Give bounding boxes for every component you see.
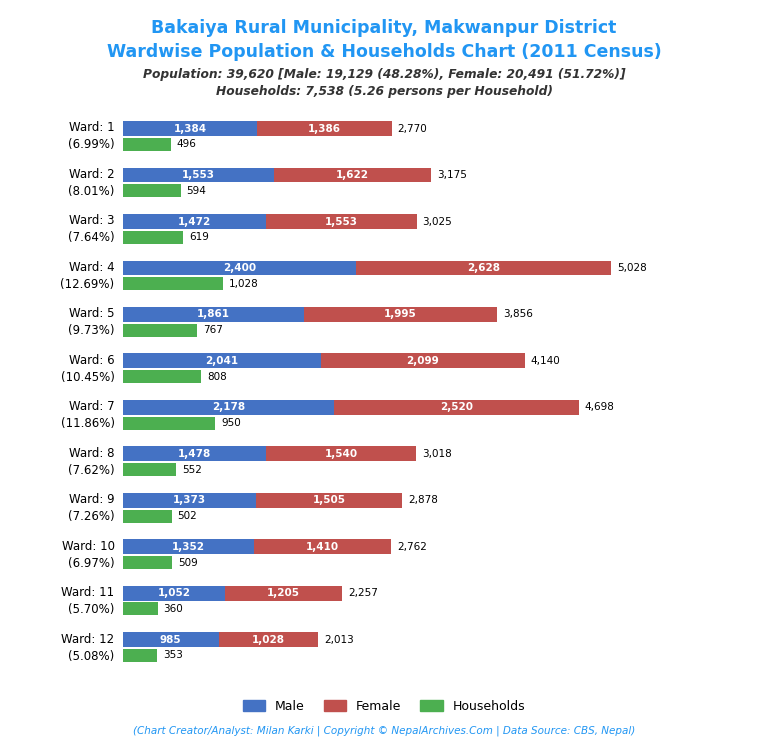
Text: Households: 7,538 (5.26 persons per Household): Households: 7,538 (5.26 persons per Hous… — [216, 85, 552, 98]
Bar — [219, 633, 318, 647]
Text: 1,028: 1,028 — [229, 279, 258, 288]
Text: Wardwise Population & Households Chart (2011 Census): Wardwise Population & Households Chart (… — [107, 43, 661, 61]
Bar — [123, 214, 266, 229]
Bar — [123, 556, 172, 569]
Bar — [123, 493, 257, 508]
Bar — [123, 633, 219, 647]
Bar — [123, 649, 157, 662]
Text: 1,384: 1,384 — [174, 123, 207, 133]
Text: 1,622: 1,622 — [336, 170, 369, 180]
Text: 950: 950 — [221, 418, 240, 428]
Bar — [123, 370, 201, 383]
Text: 552: 552 — [182, 465, 202, 474]
Bar — [123, 510, 171, 523]
Bar — [266, 214, 416, 229]
Text: 1,553: 1,553 — [325, 217, 358, 227]
Text: 2,770: 2,770 — [398, 123, 427, 133]
Text: 2,257: 2,257 — [348, 588, 378, 598]
Bar — [257, 121, 392, 136]
Text: 2,762: 2,762 — [397, 541, 427, 552]
Bar — [334, 400, 579, 415]
Legend: Male, Female, Households: Male, Female, Households — [237, 695, 531, 718]
Bar — [123, 261, 356, 276]
Text: Bakaiya Rural Municipality, Makwanpur District: Bakaiya Rural Municipality, Makwanpur Di… — [151, 19, 617, 37]
Text: 1,553: 1,553 — [182, 170, 215, 180]
Text: 1,410: 1,410 — [306, 541, 339, 552]
Text: 502: 502 — [177, 511, 197, 521]
Bar — [123, 416, 215, 430]
Text: 1,505: 1,505 — [313, 495, 346, 505]
Text: 353: 353 — [163, 651, 183, 660]
Bar — [123, 231, 183, 244]
Text: 3,018: 3,018 — [422, 449, 452, 459]
Text: 1,352: 1,352 — [172, 541, 205, 552]
Text: 496: 496 — [177, 139, 197, 149]
Text: 4,140: 4,140 — [531, 356, 561, 366]
Bar — [123, 277, 223, 290]
Bar — [123, 400, 334, 415]
Text: 767: 767 — [204, 325, 223, 335]
Bar — [123, 586, 225, 601]
Bar — [123, 307, 303, 322]
Bar — [356, 261, 611, 276]
Text: 2,628: 2,628 — [467, 263, 500, 273]
Text: 1,052: 1,052 — [157, 588, 190, 598]
Text: 1,028: 1,028 — [252, 635, 285, 645]
Bar — [123, 463, 177, 476]
Text: 3,025: 3,025 — [422, 217, 452, 227]
Text: 2,099: 2,099 — [406, 356, 439, 366]
Text: 808: 808 — [207, 372, 227, 382]
Text: 5,028: 5,028 — [617, 263, 647, 273]
Bar — [123, 539, 254, 554]
Bar — [123, 168, 273, 182]
Text: 3,856: 3,856 — [503, 309, 533, 319]
Bar — [225, 586, 342, 601]
Text: 1,373: 1,373 — [173, 495, 206, 505]
Bar — [123, 184, 180, 197]
Text: 1,472: 1,472 — [177, 217, 211, 227]
Text: 1,995: 1,995 — [384, 309, 417, 319]
Text: 2,400: 2,400 — [223, 263, 256, 273]
Bar — [257, 493, 402, 508]
Text: Population: 39,620 [Male: 19,129 (48.28%), Female: 20,491 (51.72%)]: Population: 39,620 [Male: 19,129 (48.28%… — [143, 68, 625, 81]
Text: 3,175: 3,175 — [437, 170, 467, 180]
Text: 594: 594 — [187, 186, 207, 196]
Bar — [123, 447, 266, 462]
Bar — [266, 447, 416, 462]
Bar — [273, 168, 431, 182]
Text: 2,520: 2,520 — [440, 402, 473, 413]
Text: 1,478: 1,478 — [178, 449, 211, 459]
Text: 4,698: 4,698 — [584, 402, 614, 413]
Bar — [123, 602, 158, 615]
Text: 985: 985 — [160, 635, 181, 645]
Text: 509: 509 — [178, 557, 198, 568]
Text: (Chart Creator/Analyst: Milan Karki | Copyright © NepalArchives.Com | Data Sourc: (Chart Creator/Analyst: Milan Karki | Co… — [133, 726, 635, 736]
Text: 2,878: 2,878 — [408, 495, 438, 505]
Text: 360: 360 — [164, 604, 184, 614]
Text: 2,013: 2,013 — [324, 635, 354, 645]
Bar — [123, 324, 197, 337]
Text: 1,861: 1,861 — [197, 309, 230, 319]
Bar — [303, 307, 497, 322]
Text: 619: 619 — [189, 233, 209, 242]
Bar — [123, 138, 171, 151]
Text: 2,041: 2,041 — [205, 356, 239, 366]
Bar — [123, 121, 257, 136]
Text: 1,205: 1,205 — [267, 588, 300, 598]
Bar — [123, 353, 321, 368]
Bar — [254, 539, 391, 554]
Text: 1,386: 1,386 — [308, 123, 341, 133]
Text: 1,540: 1,540 — [325, 449, 358, 459]
Bar — [321, 353, 525, 368]
Text: 2,178: 2,178 — [212, 402, 245, 413]
